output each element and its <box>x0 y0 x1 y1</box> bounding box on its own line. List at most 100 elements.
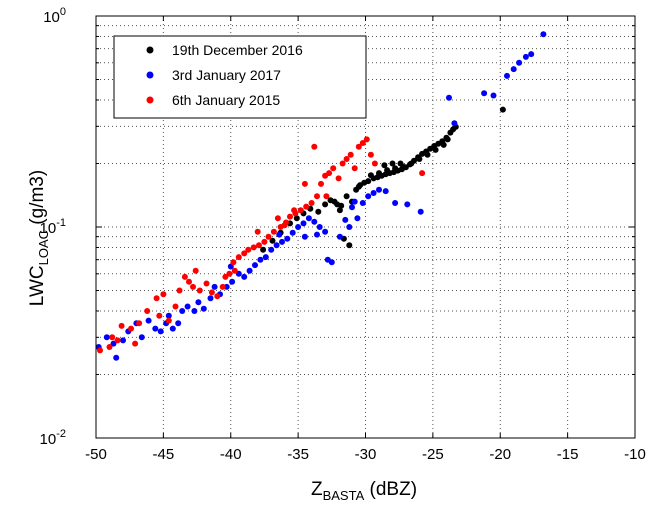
data-point <box>231 267 238 274</box>
data-point <box>376 186 382 193</box>
y-tick-label: 10-1 <box>40 217 66 237</box>
data-point <box>417 208 424 215</box>
data-point <box>416 156 423 162</box>
data-point <box>195 299 202 306</box>
data-point <box>347 151 354 158</box>
data-point <box>287 213 293 220</box>
data-point <box>190 283 196 290</box>
data-point <box>136 320 143 327</box>
data-point <box>176 287 183 294</box>
x-axis-label: ZBASTA (dBZ) <box>311 479 417 503</box>
data-point <box>297 207 304 214</box>
data-point <box>160 291 167 298</box>
data-point <box>241 273 248 280</box>
data-point <box>301 180 308 187</box>
x-tick-label: -30 <box>355 446 377 463</box>
data-point <box>110 340 117 347</box>
data-point <box>308 200 315 206</box>
x-tick-label: -40 <box>220 446 242 463</box>
data-point <box>432 146 439 153</box>
data-point <box>114 337 121 344</box>
data-point <box>335 175 342 182</box>
data-point <box>106 344 113 350</box>
legend-label: 6th January 2015 <box>172 92 280 108</box>
data-point <box>138 334 145 341</box>
data-point <box>203 280 210 287</box>
data-point <box>222 273 229 280</box>
data-point <box>118 322 125 329</box>
data-point <box>276 231 283 238</box>
data-point <box>314 231 320 238</box>
data-point <box>208 289 215 296</box>
data-point <box>408 160 415 167</box>
data-point <box>274 215 281 222</box>
data-point <box>191 308 198 314</box>
data-point <box>336 233 343 240</box>
data-point <box>314 193 320 200</box>
data-point <box>351 198 358 205</box>
data-point <box>192 267 199 274</box>
data-point <box>343 156 350 162</box>
legend-label: 3rd January 2017 <box>172 67 281 83</box>
y-tick-labels: 10-2 10-1 100 <box>40 6 66 448</box>
data-point <box>351 165 358 172</box>
legend: 19th December 2016 3rd January 2017 6th Ja… <box>113 35 367 119</box>
data-point <box>260 246 267 253</box>
data-point <box>381 162 388 169</box>
data-point <box>295 224 302 230</box>
data-point <box>181 273 188 280</box>
data-point <box>392 200 399 206</box>
data-point <box>330 165 337 172</box>
data-point <box>440 141 447 148</box>
data-point <box>109 334 116 341</box>
data-point <box>510 66 517 73</box>
data-point <box>419 170 426 177</box>
data-point <box>397 160 404 167</box>
data-point <box>384 167 391 174</box>
data-point <box>376 170 382 177</box>
data-point <box>371 160 378 167</box>
data-point <box>179 308 186 314</box>
data-point <box>200 305 207 312</box>
data-point <box>165 317 172 324</box>
data-point <box>246 267 253 274</box>
data-point <box>311 143 318 150</box>
data-point <box>132 340 139 347</box>
data-point <box>207 295 214 302</box>
data-point <box>241 250 248 257</box>
data-point <box>322 228 329 235</box>
x-tick-label: -45 <box>153 446 175 463</box>
data-point <box>354 215 361 222</box>
data-point <box>490 92 497 99</box>
data-point <box>444 136 451 143</box>
data-points <box>95 31 547 361</box>
data-point <box>279 238 285 245</box>
data-point <box>328 259 335 266</box>
data-point <box>355 143 362 150</box>
data-point <box>273 242 280 249</box>
data-point <box>257 256 264 263</box>
data-point <box>424 151 431 158</box>
data-point <box>270 228 277 235</box>
data-point <box>540 31 547 38</box>
data-point <box>339 160 346 167</box>
data-point <box>389 160 396 167</box>
data-point <box>269 237 276 244</box>
x-tick-labels: -50 -45 -40 -35 -30 -25 -20 -15 -10 <box>85 446 646 463</box>
data-point <box>120 337 126 344</box>
data-point <box>235 254 242 261</box>
legend-marker <box>146 96 154 104</box>
legend-marker <box>146 46 154 54</box>
data-point <box>219 283 226 290</box>
data-point <box>336 207 343 214</box>
x-tick-label: -35 <box>287 446 309 463</box>
data-point <box>301 233 308 240</box>
data-point <box>184 303 191 310</box>
legend-label: 19th December 2016 <box>172 42 303 58</box>
data-point <box>370 190 377 196</box>
x-tick-label: -15 <box>557 446 579 463</box>
data-point <box>152 325 159 332</box>
data-point <box>153 295 160 302</box>
data-point <box>323 193 330 200</box>
